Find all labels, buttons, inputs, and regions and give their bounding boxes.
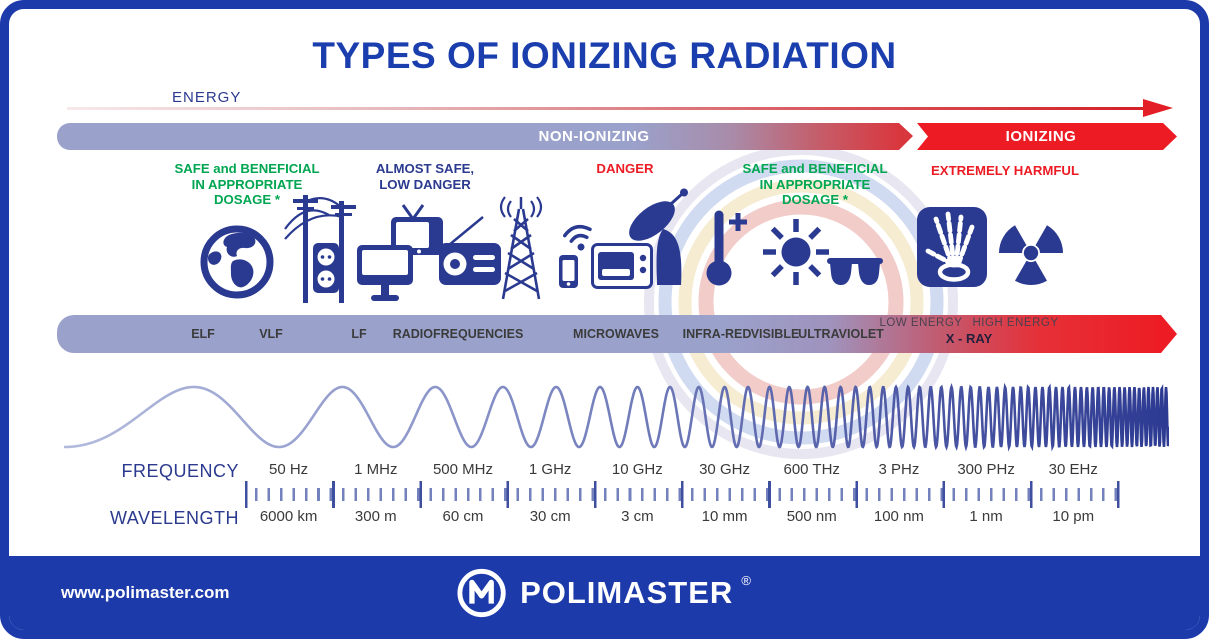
wavelength-value: 6000 km [259, 508, 318, 525]
frequency-value: 3 PHz [878, 461, 920, 478]
polimaster-logo-icon [456, 568, 506, 618]
tv-monitor-icon [357, 204, 443, 301]
sun-icon [763, 219, 829, 285]
page-title: TYPES OF IONIZING RADIATION [312, 35, 897, 76]
spectrum-band [57, 315, 1161, 353]
frequency-value: 30 EHz [1048, 461, 1098, 478]
ionizing-label: IONIZING [1005, 128, 1077, 145]
brand-name: POLIMASTER [520, 575, 734, 610]
non-ionizing-band [57, 123, 899, 150]
earth-icon [200, 225, 274, 299]
band-label-lf: LF [351, 327, 367, 341]
scale-ruler: 50 Hz 1 MHz 500 MHz 1 GHz 10 GHz 30 GHz … [245, 461, 1120, 528]
tick-marks [245, 481, 1120, 508]
wave-svg [64, 382, 1169, 452]
non-ionizing-label: NON-IONIZING [538, 128, 650, 145]
safety-label-radio: ALMOST SAFE, LOW DANGER [375, 161, 475, 192]
wifi-phone-icon [559, 224, 592, 288]
wavelength-value: 10 pm [1052, 508, 1095, 525]
frequency-value: 600 THz [783, 461, 840, 478]
frequency-value: 10 GHz [611, 461, 663, 478]
band-label-xray-energy: LOW ENERGY HIGH ENERGY [879, 317, 1059, 329]
wavelength-values-row: 6000 km 300 m 60 cm 30 cm 3 cm 10 mm 500… [245, 508, 1120, 528]
band-label-visible: VISIBLE [750, 327, 800, 341]
safety-label-microwaves: DANGER [596, 161, 654, 176]
band-label-microwaves: MICROWAVES [573, 327, 659, 341]
registered-mark: ® [741, 572, 751, 588]
frequency-values-row: 50 Hz 1 MHz 500 MHz 1 GHz 10 GHz 30 GHz … [245, 461, 1120, 481]
band-label-xray: X - RAY [945, 331, 993, 346]
wavelength-value: 60 cm [442, 508, 484, 525]
website-link[interactable]: www.polimaster.com [61, 583, 230, 602]
frequency-value: 1 MHz [354, 461, 398, 478]
wavelength-value: 300 m [354, 508, 397, 525]
thermometer-icon [706, 210, 747, 286]
safety-label-visible: SAFE and BENEFICIAL IN APPROPRIATE DOSAGE … [742, 161, 888, 207]
power-lines-icon [284, 195, 356, 303]
radioactive-icon [999, 225, 1063, 285]
wavelength-value: 100 nm [873, 508, 924, 525]
satellite-dish-icon [629, 188, 688, 285]
wave-path [64, 382, 1169, 452]
safety-label-elf: SAFE and BENEFICIAL IN APPROPRIATE DOSAGE … [174, 161, 320, 207]
ionizing-band [917, 123, 1177, 150]
band-label-infrared: INFRA-RED [682, 327, 752, 341]
band-label-radiofrequencies: RADIOFREQUENCIES [392, 327, 524, 341]
wavelength-value: 10 mm [701, 508, 748, 525]
energy-arrow-line [67, 107, 1147, 110]
energy-arrow-head-icon [1143, 99, 1173, 117]
footer-bar: www.polimaster.com POLIMASTER ® [9, 556, 1200, 630]
energy-axis-label: ENERGY [172, 89, 242, 106]
wavelength-axis-label: WAVELENGTH [109, 508, 239, 528]
xray-hand-icon [917, 207, 987, 287]
frequency-value: 50 Hz [269, 461, 309, 478]
frequency-axis-label: FREQUENCY [121, 461, 239, 481]
frequency-value: 1 GHz [528, 461, 572, 478]
wavelength-value: 30 cm [529, 508, 571, 525]
wavelength-value: 500 nm [786, 508, 837, 525]
transmission-tower-icon [499, 196, 543, 300]
band-label-ultraviolet: ULTRAVIOLET [798, 327, 884, 341]
sunglasses-icon [827, 258, 883, 285]
band-label-vlf: VLF [259, 327, 283, 341]
safety-label-xray: EXTREMELY HARMFUL [930, 163, 1080, 178]
frequency-value: 300 PHz [957, 461, 1015, 478]
non-ionizing-band-tip [899, 123, 913, 150]
polimaster-logo: POLIMASTER ® [454, 566, 755, 620]
wavelength-value: 3 cm [621, 508, 654, 525]
microwave-oven-icon [591, 243, 653, 289]
frequency-value: 30 GHz [699, 461, 750, 478]
frequency-value: 500 MHz [432, 461, 493, 478]
spectrum-band-tip [1161, 315, 1177, 353]
radio-icon [439, 216, 501, 285]
wavelength-value: 1 nm [969, 508, 1003, 525]
band-label-elf: ELF [191, 327, 215, 341]
